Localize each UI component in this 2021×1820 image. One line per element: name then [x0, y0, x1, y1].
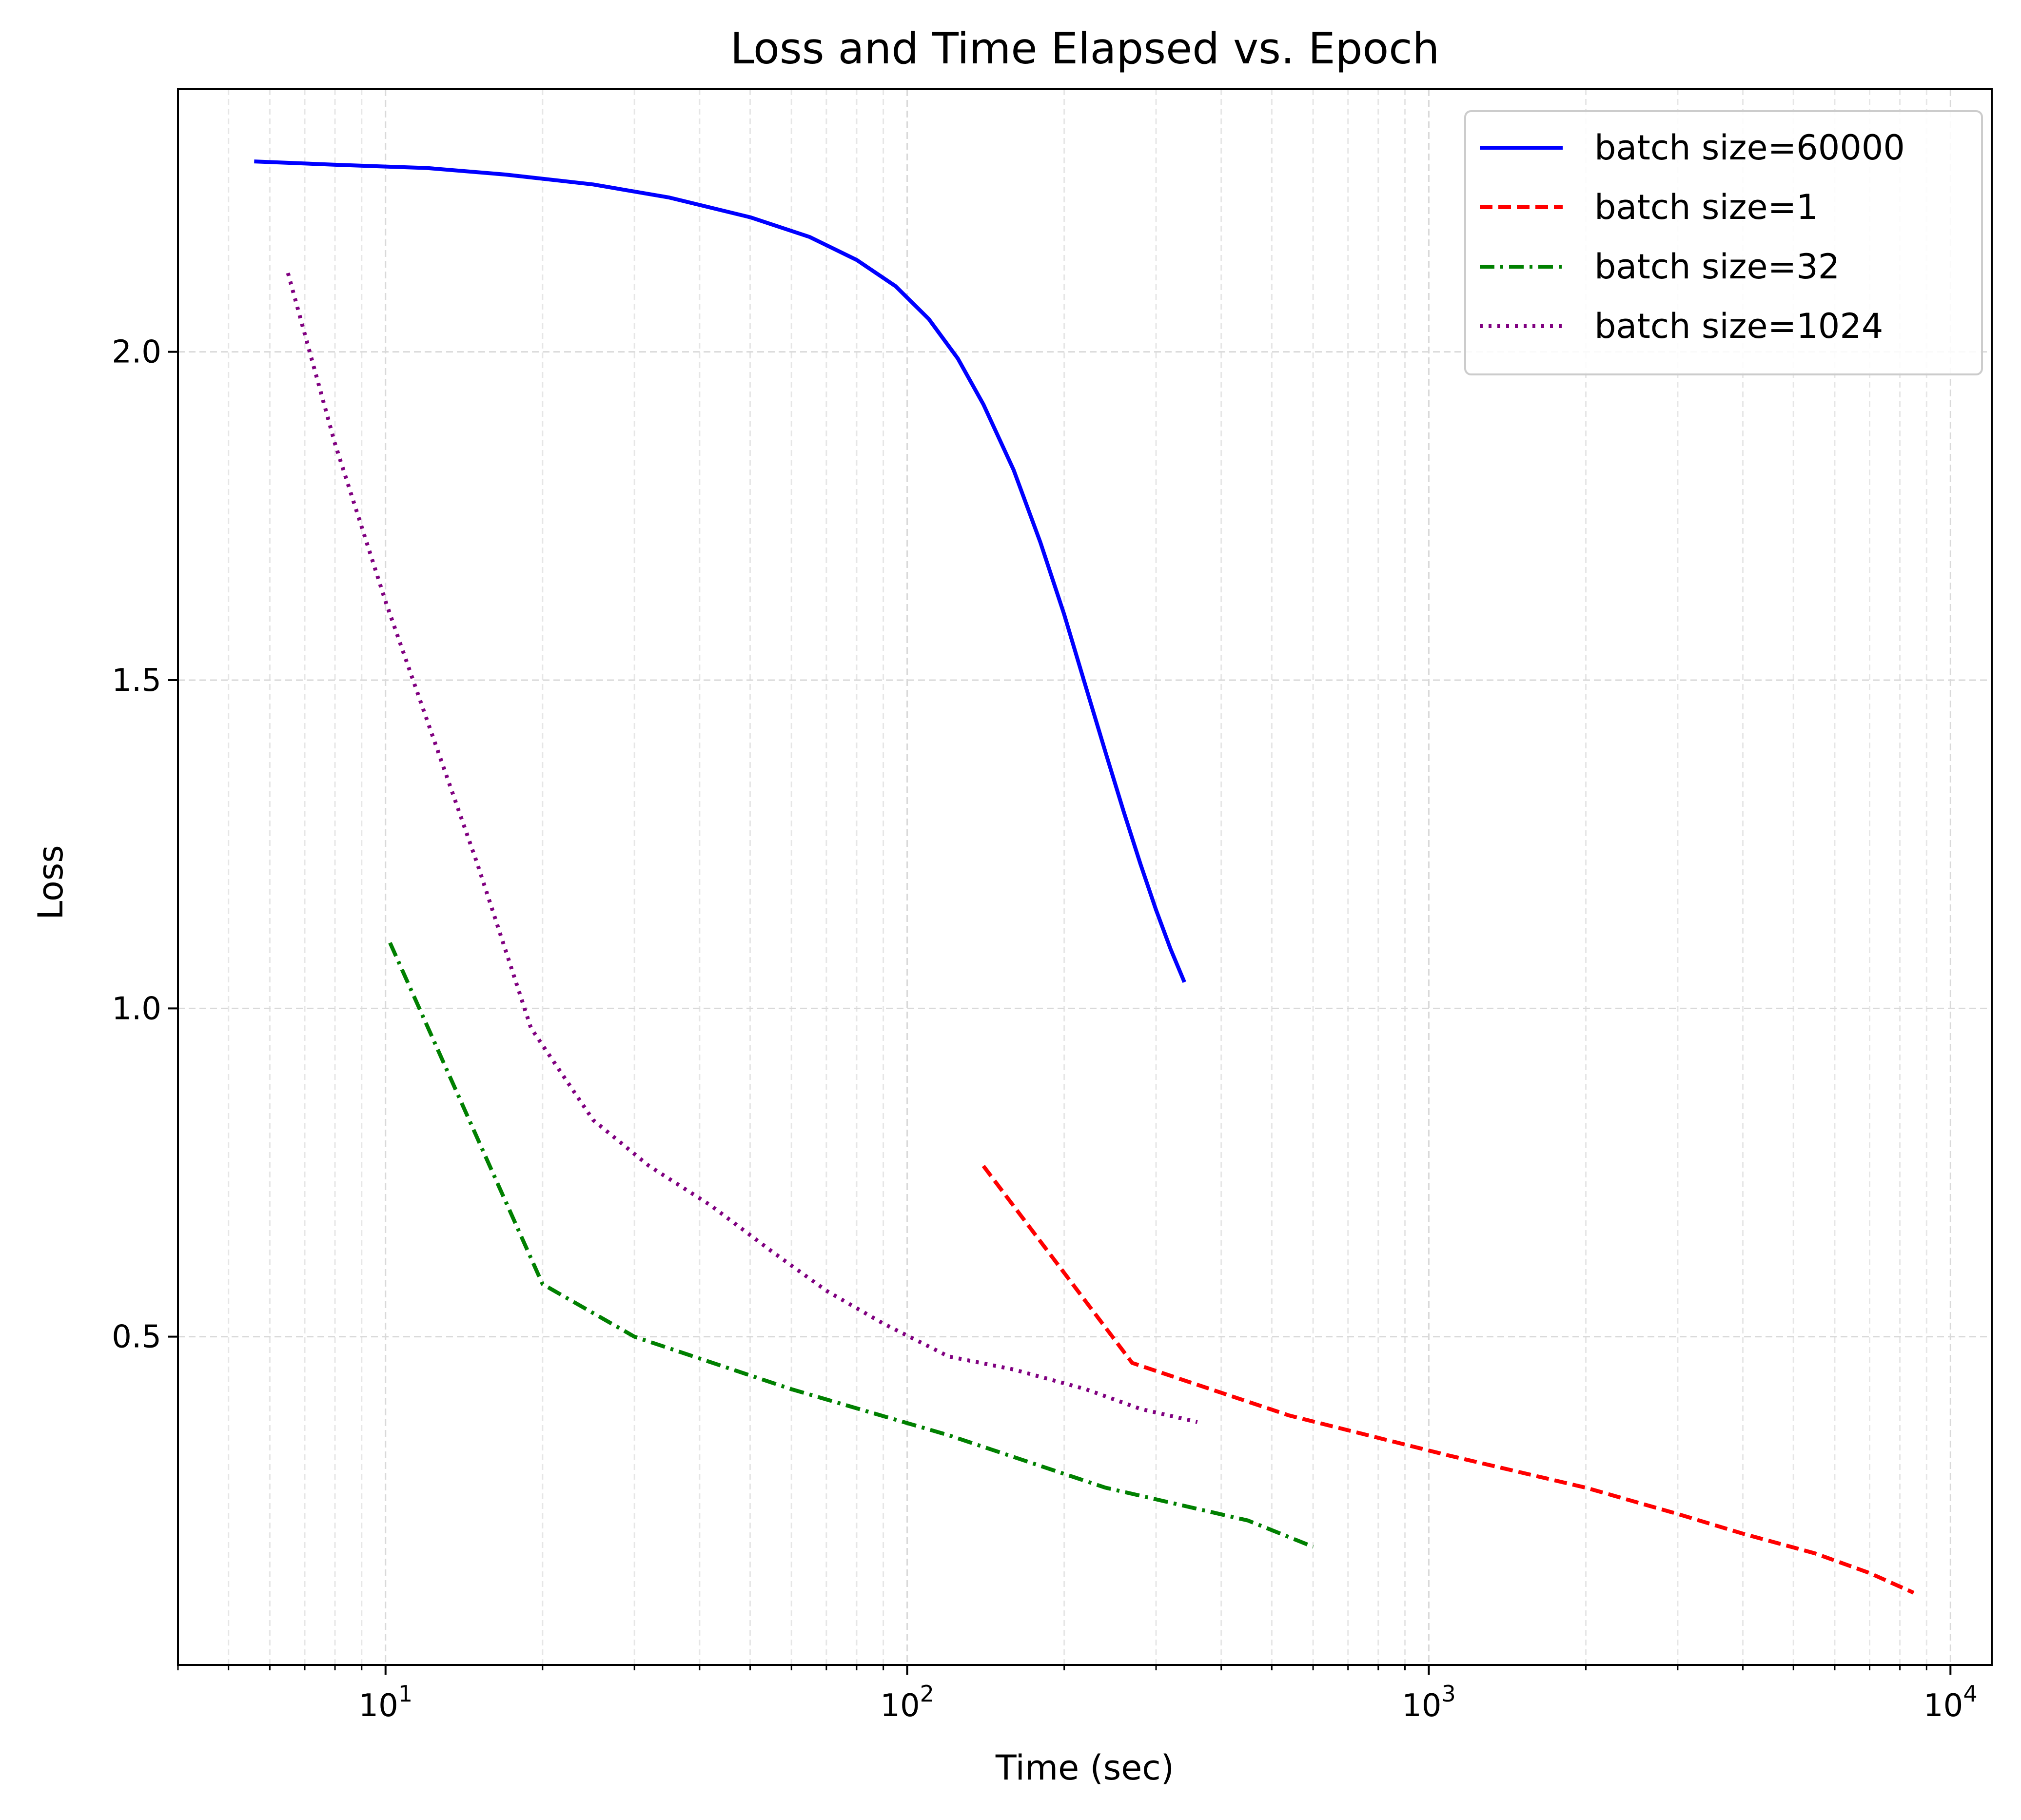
legend-label: batch size=1024	[1594, 306, 1883, 346]
series-line	[254, 159, 1186, 983]
legend-label: batch size=32	[1594, 247, 1840, 287]
series-line	[388, 942, 1314, 1549]
x-tick-label: 104	[1923, 1681, 1978, 1724]
y-tick-label: 0.5	[112, 1319, 161, 1355]
y-tick-label: 1.5	[112, 663, 161, 699]
x-axis-label: Time (sec)	[995, 1748, 1174, 1788]
chart-title: Loss and Time Elapsed vs. Epoch	[730, 23, 1440, 74]
y-tick-label: 2.0	[112, 334, 161, 371]
y-axis-label: Loss	[31, 845, 71, 920]
x-tick-label: 101	[358, 1681, 412, 1724]
x-tick-label: 103	[1402, 1681, 1456, 1724]
axis-ticks: 101 102 103 104 0.5 1.0 1.5 2.0	[112, 334, 1977, 1724]
legend-label: batch size=60000	[1594, 128, 1905, 168]
series-line	[286, 273, 1198, 1424]
series-lines	[254, 159, 1915, 1595]
x-tick-label: 102	[880, 1681, 934, 1724]
y-tick-label: 1.0	[112, 991, 161, 1027]
legend: batch size=60000 batch size=1 batch size=3…	[1464, 110, 1983, 375]
legend-label: batch size=1	[1594, 187, 1818, 227]
plot-frame	[177, 88, 1993, 1666]
series-line	[981, 1165, 1915, 1595]
legend-box	[1464, 110, 1983, 375]
